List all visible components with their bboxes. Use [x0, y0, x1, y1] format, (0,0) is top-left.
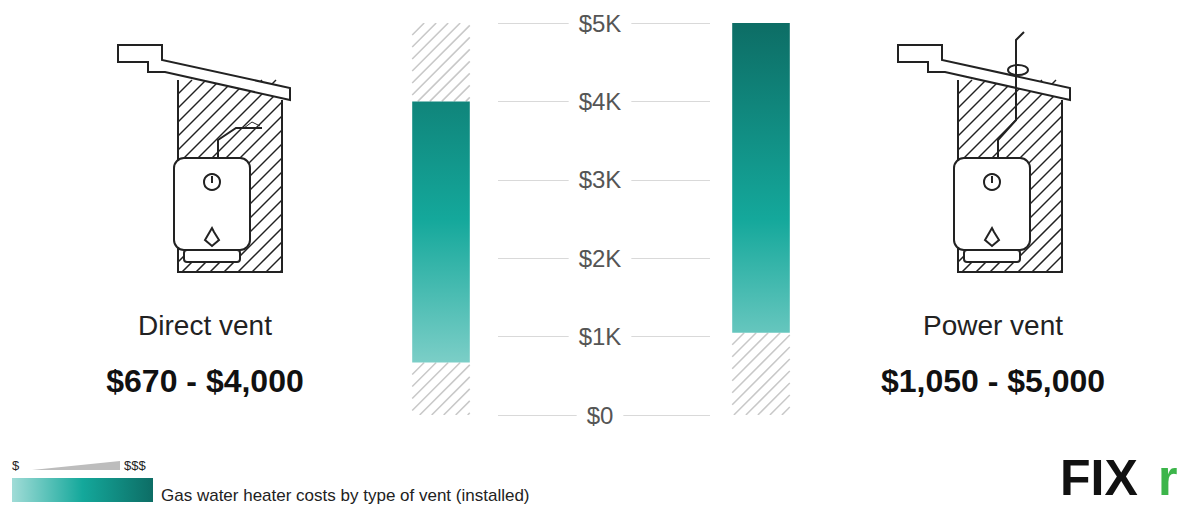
svg-text:$1,050 - $5,000: $1,050 - $5,000 — [881, 363, 1105, 399]
svg-text:$0: $0 — [587, 402, 614, 429]
svg-text:$3K: $3K — [579, 166, 622, 193]
svg-text:$1K: $1K — [579, 323, 622, 350]
svg-text:$: $ — [12, 458, 20, 473]
svg-text:$4K: $4K — [579, 88, 622, 115]
svg-text:r: r — [1158, 450, 1177, 506]
svg-text:Direct vent: Direct vent — [138, 310, 272, 341]
svg-text:Gas water heater costs by type: Gas water heater costs by type of vent (… — [161, 486, 530, 505]
svg-text:$670 - $4,000: $670 - $4,000 — [106, 363, 304, 399]
svg-text:Power vent: Power vent — [923, 310, 1063, 341]
svg-text:$5K: $5K — [579, 10, 622, 37]
svg-text:$$$: $$$ — [124, 458, 146, 473]
svg-text:$2K: $2K — [579, 245, 622, 272]
svg-text:FIX: FIX — [1060, 450, 1138, 506]
